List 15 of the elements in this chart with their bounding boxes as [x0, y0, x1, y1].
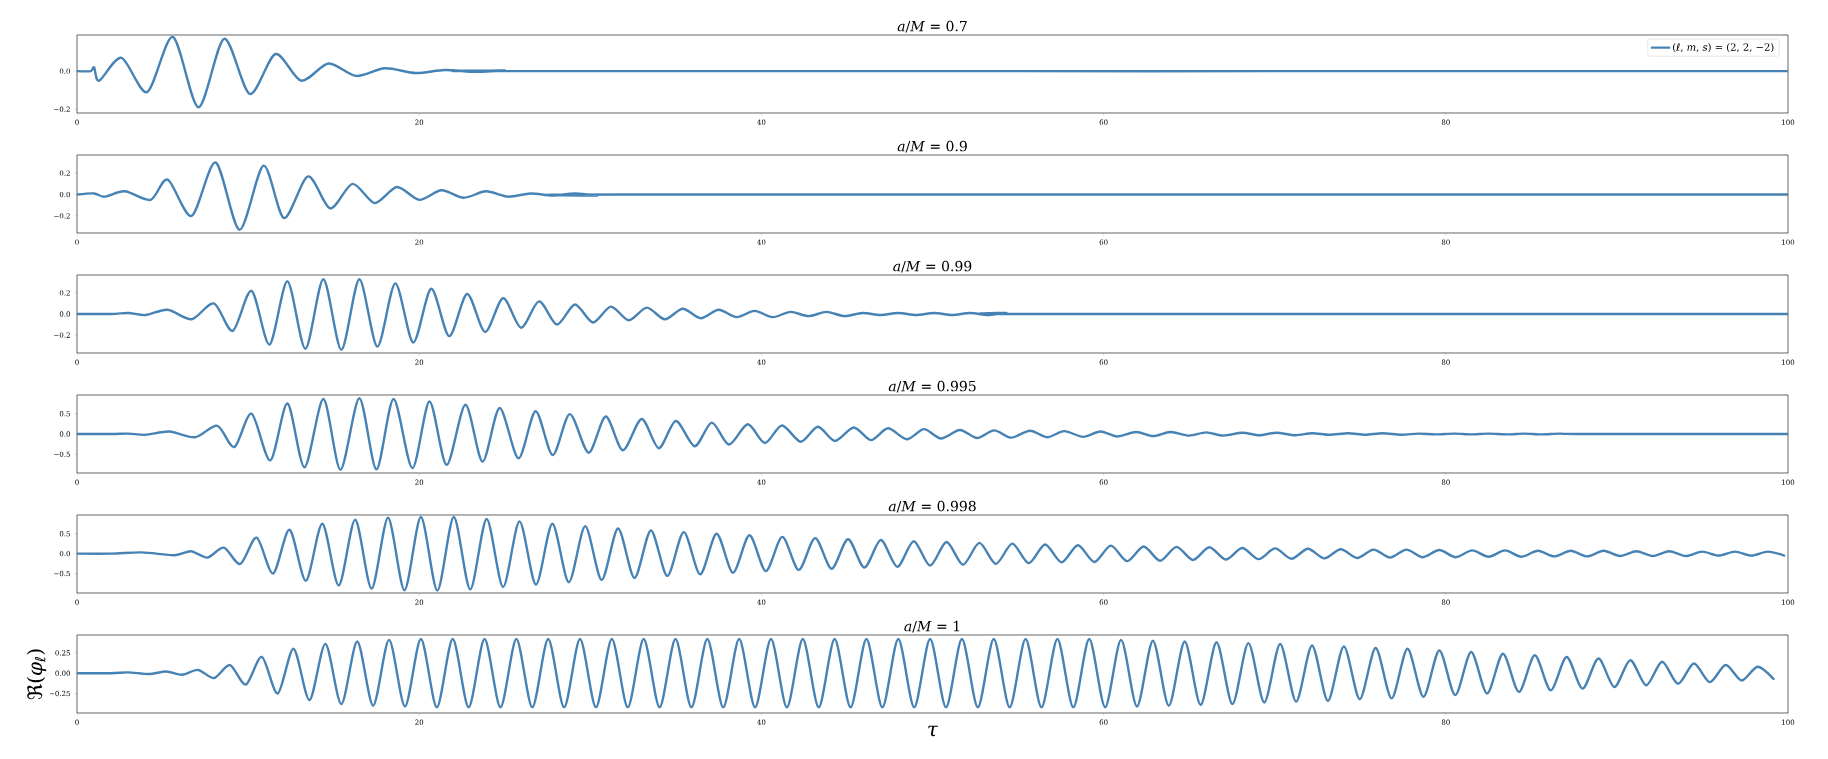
line-series: [77, 278, 1789, 352]
line-series: [77, 35, 1789, 109]
chart-title: a/M = 0.998: [888, 500, 976, 513]
chart-title: a/M = 0.9: [897, 140, 967, 153]
y-axis-title: ℜ(φ$_{ℓ}$): [26, 649, 47, 700]
legend-label: (ℓ, m, s) = (2, 2, −2): [1673, 43, 1774, 53]
chart-title: a/M = 0.7: [897, 20, 967, 33]
line-series: [77, 161, 1789, 231]
chart-title: a/M = 0.995: [888, 380, 976, 393]
line-series: [77, 397, 1789, 471]
line-series: [77, 515, 1786, 592]
x-axis-title: τ: [928, 725, 939, 737]
chart-title: a/M = 0.99: [893, 260, 972, 273]
chart-title: a/M = 1: [904, 620, 960, 633]
line-series: [77, 637, 1775, 709]
